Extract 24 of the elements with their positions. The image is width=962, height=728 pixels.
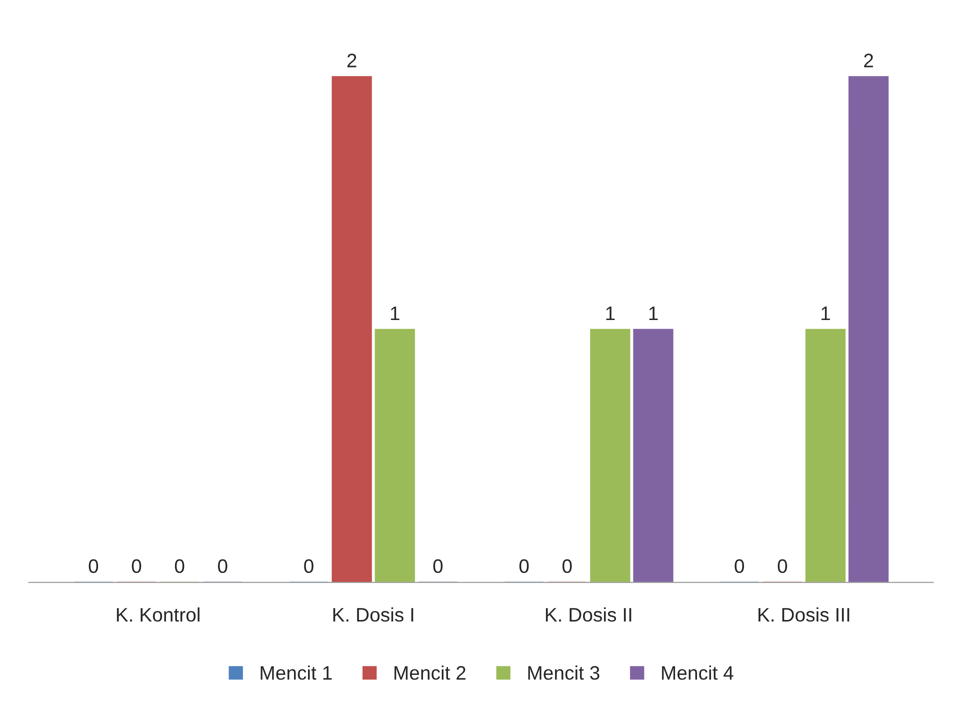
data-label: 1 — [390, 306, 400, 320]
data-label: 2 — [347, 54, 356, 68]
x-tick-label: K. Dosis I — [333, 607, 414, 622]
data-label: 0 — [304, 559, 314, 573]
legend-label: Mencit 4 — [662, 666, 734, 680]
x-tick-label: K. Kontrol — [116, 607, 200, 622]
data-label: 0 — [218, 559, 228, 573]
data-label: 0 — [88, 559, 98, 573]
legend-label: Mencit 2 — [394, 666, 466, 680]
data-label: 1 — [606, 306, 615, 320]
data-label: 0 — [562, 559, 572, 573]
legend-label: Mencit 1 — [260, 666, 332, 680]
data-label: 0 — [519, 559, 529, 573]
data-label: 0 — [132, 559, 142, 573]
data-label: 1 — [822, 306, 830, 320]
legend-label: Mencit 3 — [528, 666, 600, 680]
data-label: 0 — [433, 559, 443, 573]
data-label: 2 — [864, 54, 873, 68]
data-label: 0 — [734, 559, 744, 573]
data-label: 1 — [649, 306, 658, 320]
x-tick-label: K. Dosis II — [546, 607, 632, 622]
data-label: 0 — [174, 559, 184, 573]
data-label: 0 — [778, 559, 788, 573]
x-tick-label: K. Dosis III — [758, 607, 850, 622]
